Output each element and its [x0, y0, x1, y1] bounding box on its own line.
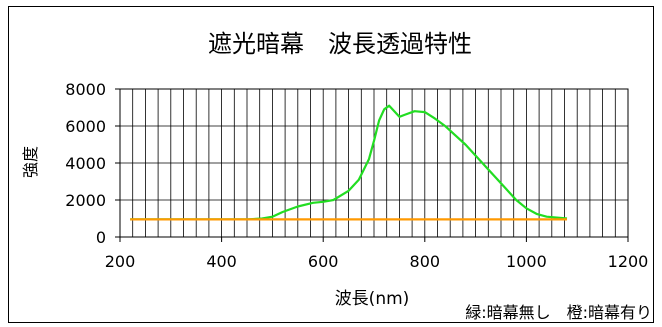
y-tick-label: 4000 [65, 154, 106, 173]
x-axis-label: 波長(nm) [335, 289, 410, 309]
grid-lines [120, 89, 628, 237]
y-tick-label: 2000 [65, 191, 106, 210]
x-tick-label: 600 [308, 252, 339, 271]
chart-title: 遮光暗幕 波長透過特性 [208, 30, 472, 58]
series-note: 緑:暗幕無し 橙:暗幕有り [465, 303, 652, 322]
y-tick-label: 6000 [65, 117, 106, 136]
x-tick-label: 800 [410, 252, 441, 271]
series-layer [130, 104, 568, 221]
x-tick-label: 1200 [608, 252, 649, 271]
y-tick-label: 0 [96, 228, 106, 247]
x-tick-labels: 200 400 600 800 1000 1200 [105, 237, 649, 271]
series-line-0 [130, 104, 568, 221]
x-tick-label: 400 [206, 252, 237, 271]
x-tick-label: 200 [105, 252, 136, 271]
y-tick-label: 8000 [65, 80, 106, 99]
y-tick-labels: 0 2000 4000 6000 8000 [65, 80, 120, 247]
y-axis-label: 強度 [21, 146, 40, 178]
x-tick-label: 1000 [506, 252, 547, 271]
